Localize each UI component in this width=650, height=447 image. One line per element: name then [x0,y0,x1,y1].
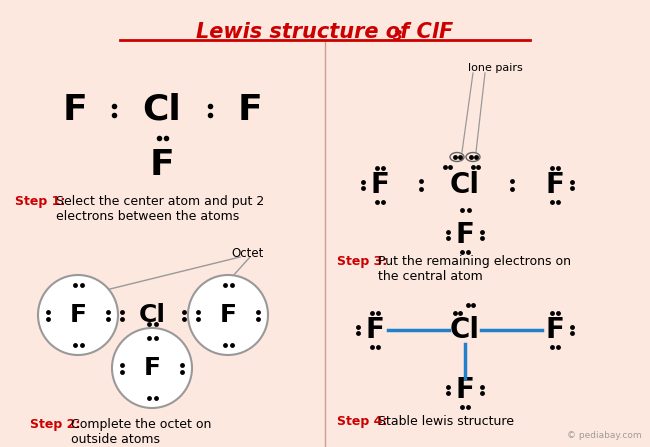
Text: Octet: Octet [232,247,264,260]
Text: Lewis structure of ClF: Lewis structure of ClF [196,22,454,42]
Text: F: F [370,171,389,199]
Text: F: F [62,93,87,127]
Text: F: F [70,303,86,327]
Text: F: F [456,221,474,249]
Text: F: F [144,356,161,380]
Circle shape [112,328,192,408]
Circle shape [188,275,268,355]
Text: Cl: Cl [450,171,480,199]
Text: F: F [456,376,474,404]
Text: Cl: Cl [142,93,181,127]
Text: F: F [150,148,174,182]
Text: F: F [365,316,384,344]
Text: Cl: Cl [450,316,480,344]
Text: Step 4:: Step 4: [337,415,387,428]
Text: F: F [545,316,564,344]
Text: Step 2:: Step 2: [30,418,81,431]
Text: © pediabay.com: © pediabay.com [567,431,642,440]
Text: Cl: Cl [138,303,166,327]
Text: Put the remaining electrons on
 the central atom: Put the remaining electrons on the centr… [374,255,571,283]
Text: F: F [220,303,237,327]
Text: Step 3:: Step 3: [337,255,387,268]
Text: Complete the octet on
 outside atoms: Complete the octet on outside atoms [67,418,211,446]
Text: F: F [545,171,564,199]
Text: F: F [238,93,263,127]
Text: Step 1:: Step 1: [15,195,66,208]
Text: 3: 3 [393,29,403,43]
Text: lone pairs: lone pairs [467,63,523,73]
Circle shape [38,275,118,355]
Text: Select the center atom and put 2
 electrons between the atoms: Select the center atom and put 2 electro… [52,195,265,223]
Text: Stable lewis structure: Stable lewis structure [374,415,514,428]
